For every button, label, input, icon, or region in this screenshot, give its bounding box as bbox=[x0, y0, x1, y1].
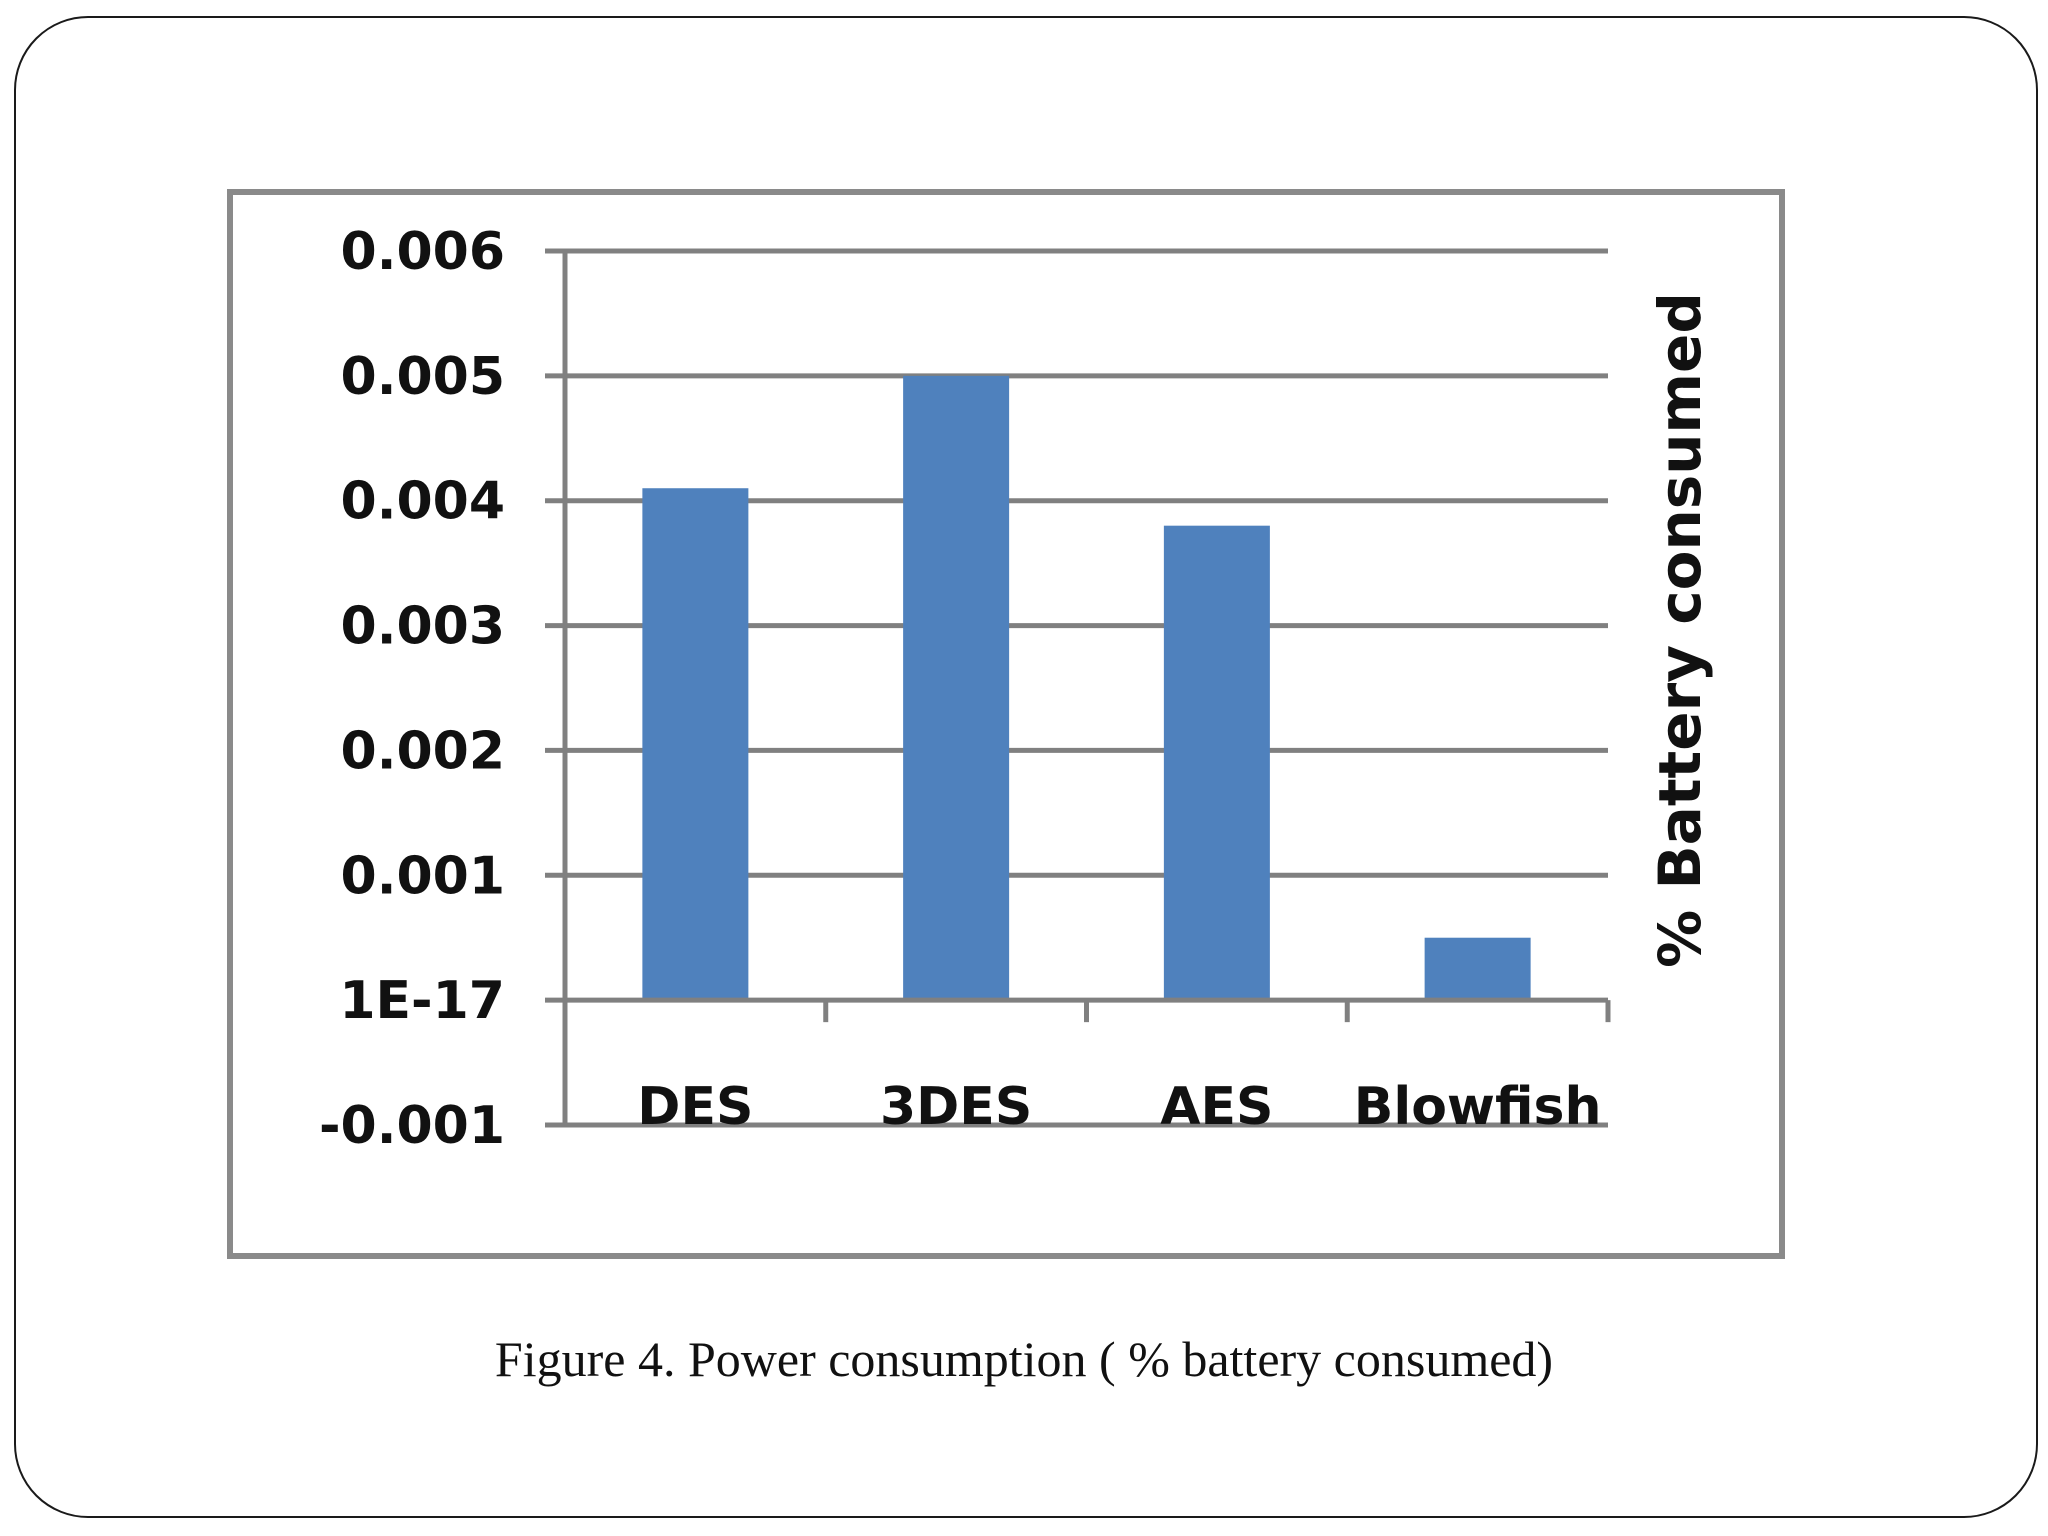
y-tick-label: 0.002 bbox=[341, 721, 505, 781]
labels: -0.001 1E-17 0.001 0.002 0.003 0.004 0.005 0.00… bbox=[319, 222, 1602, 1156]
x-tick-label: AES bbox=[1160, 1077, 1273, 1137]
bar-aes bbox=[1163, 525, 1270, 1001]
bar-des bbox=[642, 488, 749, 1001]
y-axis-title: % Battery consumed bbox=[1646, 292, 1714, 968]
axes bbox=[545, 251, 1611, 1125]
bar-3des bbox=[903, 375, 1010, 1001]
y-tick-label: 0.004 bbox=[341, 472, 505, 532]
figure-caption: Figure 4. Power consumption ( % battery … bbox=[494, 1331, 1554, 1387]
y-tick-label: 0.001 bbox=[341, 846, 505, 906]
y-tick-label: -0.001 bbox=[319, 1096, 505, 1156]
bar-blowfish bbox=[1424, 937, 1531, 1001]
y-tick-label: 0.006 bbox=[341, 222, 505, 282]
bars bbox=[642, 375, 1531, 1001]
y-tick-label: 0.005 bbox=[341, 347, 505, 407]
y-tick-label: 1E-17 bbox=[339, 971, 505, 1031]
x-tick-label: 3DES bbox=[880, 1077, 1032, 1137]
x-tick-label: Blowfish bbox=[1354, 1077, 1602, 1137]
y-tick-label: 0.003 bbox=[341, 597, 505, 657]
x-tick-label: DES bbox=[637, 1077, 753, 1137]
